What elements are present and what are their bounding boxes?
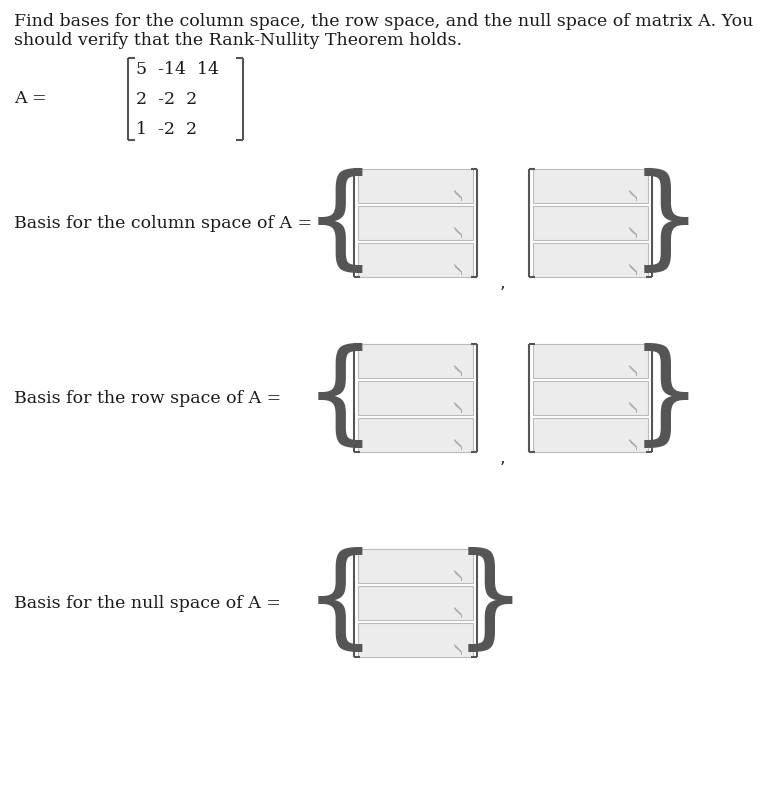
Text: {: { (303, 548, 376, 659)
Text: Find bases for the column space, the row space, and the null space of matrix A. : Find bases for the column space, the row… (14, 13, 753, 30)
Bar (358, 243, 473, 277)
Bar (358, 206, 473, 240)
Text: {: { (303, 168, 376, 278)
Bar (358, 169, 473, 203)
Text: }: } (629, 343, 702, 454)
Text: ,: , (500, 274, 505, 292)
Text: ,: , (500, 449, 505, 467)
Bar (358, 381, 473, 415)
Bar (533, 418, 648, 452)
Text: Basis for the row space of A =: Basis for the row space of A = (14, 389, 282, 407)
Text: Basis for the null space of A =: Basis for the null space of A = (14, 594, 281, 611)
Bar (358, 418, 473, 452)
Bar (533, 381, 648, 415)
Bar (358, 586, 473, 620)
Text: should verify that the Rank-Nullity Theorem holds.: should verify that the Rank-Nullity Theo… (14, 32, 462, 49)
Text: A =: A = (14, 90, 46, 106)
Bar (533, 344, 648, 378)
Bar (533, 243, 648, 277)
Text: {: { (303, 343, 376, 454)
Text: 2  -2  2: 2 -2 2 (135, 91, 197, 107)
Bar (358, 344, 473, 378)
Bar (358, 549, 473, 583)
Bar (358, 623, 473, 657)
Text: 5  -14  14: 5 -14 14 (135, 61, 218, 77)
Text: Basis for the column space of A =: Basis for the column space of A = (14, 214, 312, 232)
Bar (533, 206, 648, 240)
Text: }: } (454, 548, 527, 659)
Text: }: } (629, 168, 702, 278)
Bar (533, 169, 648, 203)
Text: 1  -2  2: 1 -2 2 (135, 121, 196, 137)
